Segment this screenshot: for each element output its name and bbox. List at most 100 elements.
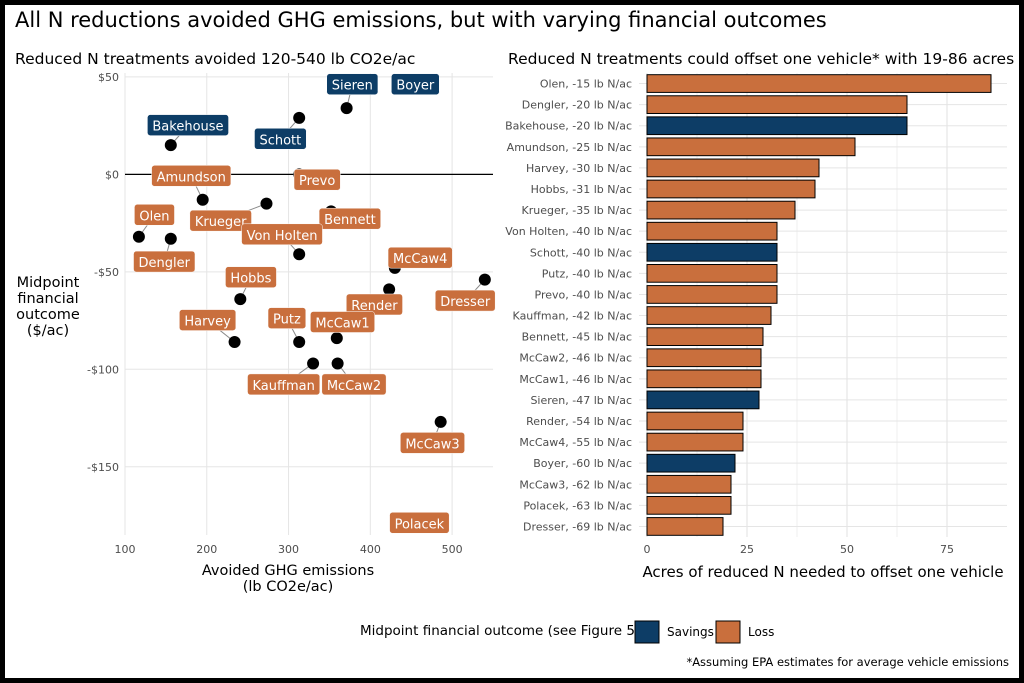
point-label-text: Bakehouse [152, 120, 223, 135]
point-label: Schott [254, 128, 307, 150]
bar-x-tick-label: 0 [644, 543, 651, 556]
bar-category-label: Boyer, -60 lb N/ac [533, 457, 632, 470]
point-label-text: McCaw4 [393, 252, 447, 267]
scatter-x-tick-label: 100 [115, 543, 136, 556]
bar [646, 517, 724, 536]
bar-category-label: McCaw3, -62 lb N/ac [519, 478, 632, 491]
point-label: Polacek [389, 512, 450, 534]
bar-category-label: Olen, -15 lb N/ac [540, 78, 632, 91]
point-label: Prevo [293, 168, 341, 191]
legend-swatch-loss [715, 620, 741, 644]
point-label-text: McCaw3 [405, 437, 459, 452]
point-label: Hobbs [225, 266, 277, 288]
bar [646, 74, 992, 93]
legend-label-loss: Loss [748, 625, 774, 639]
bar [646, 116, 908, 136]
bar-x-tick-labels: 0 25 50 75 [644, 543, 955, 556]
scatter-y-tick-labels: $50 $0 -$50 -$100 -$150 [87, 71, 119, 474]
point-label-box [310, 311, 375, 333]
bar-x-axis-label: Acres of reduced N needed to offset one … [642, 563, 1003, 581]
scatter-y-axis-label-line: outcome [16, 307, 80, 323]
point-label: Olen [134, 204, 175, 226]
bar-category-label: Bennett, -45 lb N/ac [522, 331, 632, 344]
point-label-text: Boyer [396, 79, 435, 94]
bar-x-tick-label: 50 [840, 543, 854, 556]
point-label-text: McCaw2 [327, 379, 381, 394]
data-point [164, 139, 177, 152]
legend-swatch-savings [634, 620, 660, 644]
point-label: Kauffman [247, 373, 321, 396]
bar-category-label: McCaw4, -55 lb N/ac [519, 436, 632, 449]
data-point [331, 357, 344, 370]
point-label: Bennett [318, 207, 381, 230]
data-point [434, 415, 447, 428]
scatter-x-axis-label-line: Avoided GHG emissions [202, 563, 374, 579]
data-point [383, 283, 396, 296]
point-label-text: Sieren [332, 79, 373, 94]
point-label: Dengler [133, 250, 196, 273]
scatter-x-axis-label: Avoided GHG emissions (lb CO2e/ac) [202, 563, 374, 595]
data-point [307, 357, 320, 370]
footnote: *Assuming EPA estimates for average vehi… [686, 655, 1009, 669]
bar-series [646, 74, 992, 536]
bar-category-label: Krueger, -35 lb N/ac [522, 204, 632, 217]
point-label-text: Dengler [139, 256, 191, 271]
legend: Midpoint financial outcome (see Figure 5… [360, 620, 774, 644]
bar-category-labels: Olen, -15 lb N/ac Dengler, -20 lb N/ac Bak… [505, 78, 632, 534]
point-label-text: Dresser [440, 295, 491, 310]
bar-category-label: Dengler, -20 lb N/ac [522, 99, 632, 112]
point-label-text: Putz [273, 313, 301, 328]
point-label: Harvey [179, 309, 237, 331]
bar [646, 137, 856, 157]
data-point [228, 336, 241, 349]
point-label-text: McCaw1 [315, 317, 369, 332]
point-label-box [387, 246, 453, 269]
bar-x-tick-label: 25 [740, 543, 754, 556]
bar [646, 200, 796, 220]
bar [646, 95, 908, 114]
data-point [293, 336, 306, 349]
data-point [340, 102, 353, 115]
point-label-box [147, 114, 229, 136]
scatter-y-tick-label: -$50 [94, 266, 119, 279]
bar [646, 411, 744, 431]
bar [646, 348, 762, 368]
data-point [260, 197, 273, 210]
point-label-box [434, 289, 496, 312]
point-label-box [293, 168, 341, 191]
point-label-box [151, 165, 232, 187]
point-label-text: Kauffman [252, 379, 314, 394]
point-label: McCaw2 [321, 373, 387, 396]
point-label-box [321, 373, 387, 396]
point-label-text: Krueger [195, 215, 247, 230]
point-label: McCaw4 [387, 246, 453, 269]
bar-category-label: Render, -54 lb N/ac [526, 415, 632, 428]
point-label-box [267, 307, 307, 329]
point-label-text: Olen [139, 209, 169, 224]
bar-category-label: Hobbs, -31 lb N/ac [531, 183, 632, 196]
point-label-text: Polacek [395, 517, 445, 532]
point-label: McCaw3 [400, 432, 465, 454]
data-point [164, 232, 177, 245]
bar-category-label: McCaw1, -46 lb N/ac [519, 373, 632, 386]
bar-category-label: McCaw2, -46 lb N/ac [519, 352, 632, 365]
bar [646, 264, 778, 283]
bar [646, 327, 764, 346]
bar [646, 285, 778, 304]
point-label-box [225, 266, 277, 288]
bar-category-label: Bakehouse, -20 lb N/ac [505, 120, 632, 133]
data-point [234, 293, 247, 306]
point-label-box [326, 73, 379, 95]
bar-x-tick-label: 75 [940, 543, 954, 556]
data-point [196, 193, 209, 206]
point-label: Bakehouse [147, 114, 229, 136]
legend-label-savings: Savings [667, 625, 714, 639]
point-label-box [179, 309, 237, 331]
bar [646, 306, 772, 325]
data-point [330, 332, 343, 345]
point-label: Boyer [391, 73, 440, 95]
scatter-y-tick-label: $0 [105, 168, 119, 181]
legend-title: Midpoint financial outcome (see Figure 5… [360, 623, 640, 639]
point-label-text: Amundson [157, 170, 226, 185]
point-label: Sieren [326, 73, 379, 95]
